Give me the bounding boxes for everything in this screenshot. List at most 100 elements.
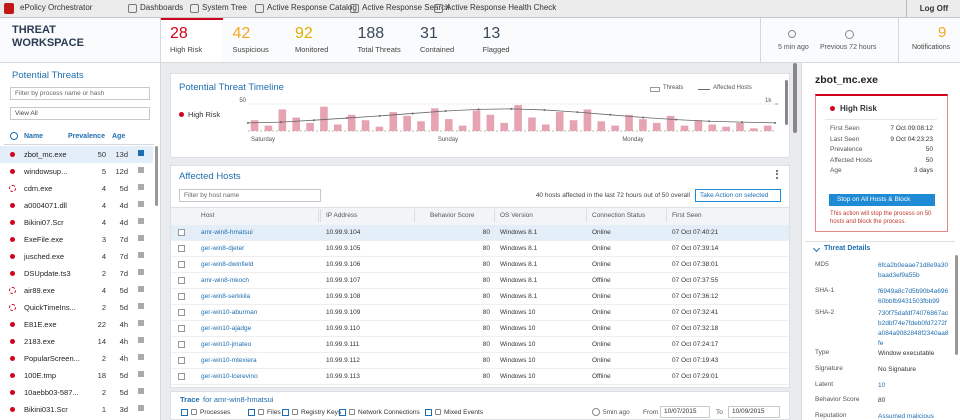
host-row[interactable]: ger-win8-djeter 10.99.9.105 80 Windows 8.1 O… bbox=[171, 241, 789, 257]
trace-option[interactable]: Mixed Events bbox=[444, 409, 484, 416]
hosts-title: Affected Hosts bbox=[179, 171, 241, 182]
threat-row[interactable]: Bikini031.Scr 1 3d bbox=[0, 401, 153, 418]
option-icon bbox=[292, 409, 298, 415]
column-header[interactable]: IP Address bbox=[326, 212, 358, 219]
threat-row[interactable]: jusched.exe 4 7d bbox=[0, 248, 153, 265]
process-filter[interactable]: Filter by process name or hash bbox=[10, 87, 150, 100]
column-header[interactable]: Prevalence bbox=[68, 133, 105, 140]
summary-tile[interactable]: 31 Contained bbox=[411, 18, 473, 62]
notif-label[interactable]: Notifications bbox=[912, 44, 951, 51]
column-header[interactable]: Age bbox=[112, 133, 126, 140]
host-row[interactable]: ger-win10-ajadge 10.99.9.110 80 Windows 10 O… bbox=[171, 321, 789, 337]
summary-tile[interactable]: 188 Total Threats bbox=[349, 18, 411, 62]
tile-divider bbox=[760, 18, 761, 62]
threat-row[interactable]: QuickTimeIns... 2 5d bbox=[0, 299, 153, 316]
column-header[interactable]: First Seen bbox=[672, 212, 702, 219]
status-icon bbox=[9, 287, 16, 294]
connection-status: Online bbox=[592, 309, 611, 316]
detail-value: f6949a8c7d5b90b4a69660bbfb9431503fbb99 bbox=[878, 288, 949, 305]
column-header[interactable]: Name bbox=[24, 133, 44, 140]
host-row[interactable]: ger-win10-lcerevino 10.99.9.113 80 Windows … bbox=[171, 369, 789, 385]
prevalence: 2 bbox=[101, 303, 106, 312]
threat-row[interactable]: Bikini07.Scr 4 4d bbox=[0, 214, 153, 231]
threat-row[interactable]: windowsup... 5 12d bbox=[0, 163, 153, 180]
threat-row[interactable]: a0004071.dll 4 4d bbox=[0, 197, 153, 214]
column-header[interactable]: OS Version bbox=[500, 212, 533, 219]
row-checkbox bbox=[178, 357, 185, 364]
threat-row[interactable]: cdm.exe 4 5d bbox=[0, 180, 153, 197]
flag-icon bbox=[138, 303, 144, 309]
trace-option[interactable]: Network Connections bbox=[358, 409, 420, 416]
host-row[interactable]: amr-win8-hmatsui 10.99.9.104 80 Windows 8.1… bbox=[171, 225, 789, 241]
behavior-score: 80 bbox=[482, 373, 490, 380]
column-header[interactable]: Host bbox=[201, 212, 215, 219]
age: 3d bbox=[119, 405, 128, 414]
threat-bar bbox=[458, 125, 467, 131]
title-divider bbox=[160, 18, 161, 62]
more-icon[interactable] bbox=[776, 170, 780, 179]
nav-item[interactable]: Active Response Search bbox=[362, 3, 450, 12]
nav-icon bbox=[190, 4, 199, 13]
logoff[interactable]: Log Off bbox=[906, 0, 960, 17]
nav-item[interactable]: System Tree bbox=[202, 3, 247, 12]
host-row[interactable]: ger-win10-mtexiera 10.99.9.112 80 Windows 1… bbox=[171, 353, 789, 369]
status-icon bbox=[10, 220, 15, 225]
status-icon bbox=[9, 304, 16, 311]
tile-label: Total Threats bbox=[357, 45, 401, 54]
threat-row[interactable]: air89.exe 4 5d bbox=[0, 282, 153, 299]
age: 4h bbox=[119, 354, 128, 363]
trace-option[interactable]: Registry Keys bbox=[301, 409, 342, 416]
behavior-score: 80 bbox=[482, 245, 490, 252]
prevalence: 1 bbox=[101, 405, 106, 414]
threat-row[interactable]: ExeFile.exe 3 7d bbox=[0, 231, 153, 248]
stop-block-button[interactable]: Stop on All Hosts & Block bbox=[829, 194, 935, 206]
trace-bar bbox=[170, 391, 790, 420]
take-action[interactable]: Take Action on selected bbox=[695, 189, 781, 202]
time-range[interactable]: Previous 72 hours bbox=[820, 44, 877, 51]
threat-row[interactable]: DSUpdate.ts3 2 7d bbox=[0, 265, 153, 282]
threat-row[interactable]: zbot_mc.exe 50 13d bbox=[0, 146, 153, 163]
nav-item[interactable]: Active Response Health Check bbox=[446, 3, 557, 12]
threat-bar bbox=[320, 106, 328, 131]
threat-bar bbox=[375, 126, 384, 131]
hosts-point bbox=[675, 118, 678, 121]
threat-row[interactable]: 2183.exe 14 4h bbox=[0, 333, 153, 350]
host-row[interactable]: amr-win8-mkoch 10.99.9.107 80 Windows 8.1 Of… bbox=[171, 273, 789, 289]
host-row[interactable]: ger-win8-serkkila 10.99.9.108 80 Windows 8.… bbox=[171, 289, 789, 305]
threat-row[interactable]: E81E.exe 22 4h bbox=[0, 316, 153, 333]
ip-address: 10.99.9.110 bbox=[326, 325, 360, 332]
hosts-point bbox=[543, 108, 546, 111]
hosts-point bbox=[708, 120, 711, 123]
summary-tile[interactable]: 42 Suspicious bbox=[224, 18, 286, 62]
nav-icon bbox=[128, 4, 137, 13]
threat-row[interactable]: 100E.tmp 18 5d bbox=[0, 367, 153, 384]
threat-bar bbox=[680, 125, 689, 131]
tile-label: Monitored bbox=[295, 45, 329, 54]
summary-tile[interactable]: 13 Flagged bbox=[474, 18, 536, 62]
host-row[interactable]: ger-win10-aburman 10.99.9.109 80 Windows 10… bbox=[171, 305, 789, 321]
legend-item: Affected Hosts bbox=[713, 85, 752, 91]
column-header[interactable]: Behavior Score bbox=[430, 212, 475, 219]
summary-tile[interactable]: 92 Monitored bbox=[286, 18, 348, 62]
host-row[interactable]: ger-win10-jmateo 10.99.9.111 80 Windows 10 O… bbox=[171, 337, 789, 353]
connection-status: Offline bbox=[592, 373, 611, 380]
process-name: air89.exe bbox=[24, 286, 55, 295]
hosts-point bbox=[642, 116, 645, 119]
host-filter[interactable]: Filter by host name bbox=[179, 189, 321, 202]
summary-tile[interactable]: 28 High Risk bbox=[161, 18, 223, 62]
nav-item[interactable]: Dashboards bbox=[140, 3, 184, 12]
host-name: amr-win8-hmatsui bbox=[201, 229, 253, 236]
trace-option[interactable]: Processes bbox=[200, 409, 231, 416]
view-select[interactable]: View All bbox=[10, 107, 150, 120]
threat-row[interactable]: 10aebb03-587... 2 5d bbox=[0, 384, 153, 401]
trace-option[interactable]: Files bbox=[267, 409, 281, 416]
hosts-point bbox=[510, 107, 513, 110]
to-date[interactable]: 10/09/2015 bbox=[728, 406, 780, 418]
host-row[interactable]: ger-win8-dwinfield 10.99.9.106 80 Windows 8… bbox=[171, 257, 789, 273]
from-date[interactable]: 10/07/2015 bbox=[660, 406, 710, 418]
column-header[interactable]: Connection Status bbox=[592, 212, 646, 219]
age: 7d bbox=[119, 235, 128, 244]
nav-item[interactable]: Active Response Catalog bbox=[267, 3, 357, 12]
threat-row[interactable]: PopularScreen... 2 4h bbox=[0, 350, 153, 367]
os-version: Windows 8.1 bbox=[500, 245, 538, 252]
